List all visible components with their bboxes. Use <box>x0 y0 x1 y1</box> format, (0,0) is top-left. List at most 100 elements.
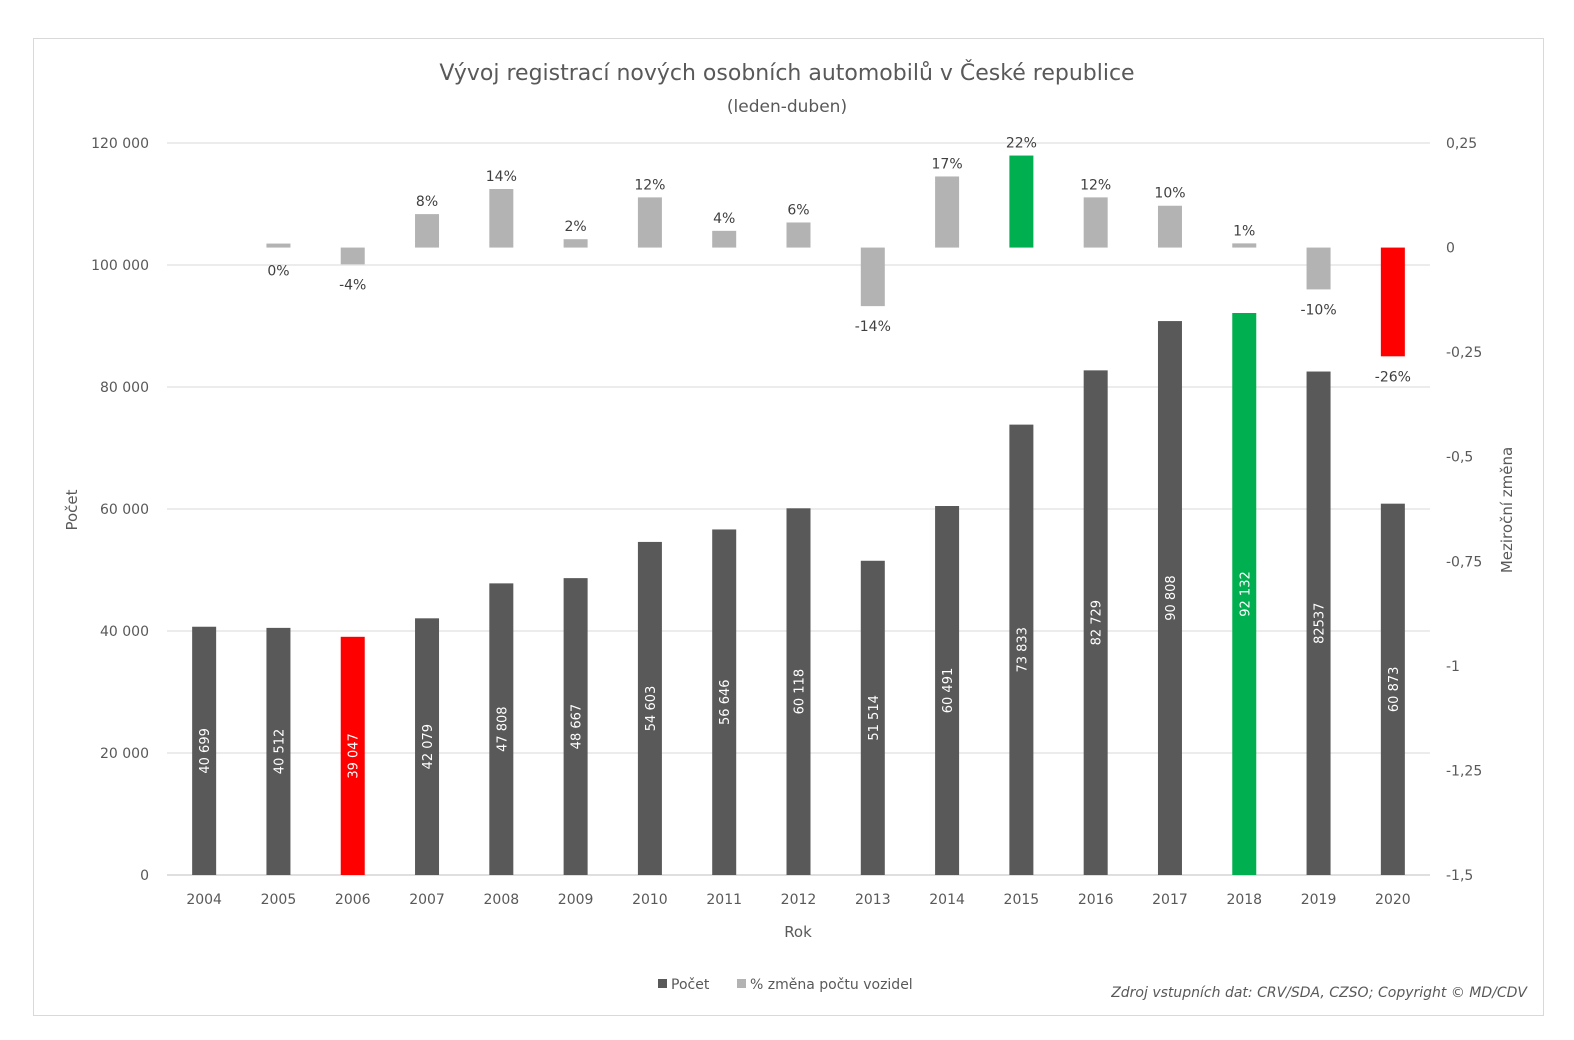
data-label-zmena: 14% <box>486 169 517 185</box>
data-label-zmena: 0% <box>267 264 289 280</box>
x-tick-label: 2017 <box>1152 892 1188 908</box>
x-tick-label: 2007 <box>409 892 445 908</box>
data-label-zmena: -14% <box>855 319 891 335</box>
data-label-pocet: 54 603 <box>644 686 659 732</box>
chart-subtitle: (leden-duben) <box>727 97 847 117</box>
bar-pocet <box>1380 503 1405 875</box>
y2-axis-label: Meziroční změna <box>1498 447 1516 573</box>
bar-zmena <box>1157 205 1182 248</box>
y-tick-label: 0 <box>140 868 149 884</box>
bar-zmena <box>1380 247 1405 357</box>
x-tick-label: 2005 <box>261 892 297 908</box>
data-label-pocet: 73 833 <box>1015 627 1030 673</box>
data-label-zmena: -10% <box>1300 302 1336 318</box>
x-tick-label: 2013 <box>855 892 891 908</box>
bar-zmena <box>1009 155 1034 248</box>
data-label-pocet: 40 699 <box>198 728 213 774</box>
data-label-pocet: 39 047 <box>347 733 362 779</box>
x-axis-label: Rok <box>784 923 812 941</box>
bar-pocet <box>786 508 811 875</box>
data-label-pocet: 47 808 <box>495 706 510 752</box>
x-tick-label: 2020 <box>1375 892 1411 908</box>
y-tick-label: 20 000 <box>100 746 149 762</box>
bar-zmena <box>563 239 588 248</box>
data-label-zmena: 10% <box>1154 186 1185 202</box>
bar-pocet <box>489 583 514 875</box>
data-label-pocet: 90 808 <box>1164 575 1179 621</box>
data-label-zmena: 4% <box>713 211 735 227</box>
source-note: Zdroj vstupních dat: CRV/SDA, CZSO; Copy… <box>1110 985 1528 1001</box>
legend-swatch-zmena <box>737 979 746 988</box>
bar-pocet <box>860 560 885 875</box>
y-tick-label: 60 000 <box>100 502 149 518</box>
data-label-pocet: 40 512 <box>272 729 287 775</box>
y2-tick-label: -0,75 <box>1446 554 1482 570</box>
y-tick-label: 120 000 <box>91 136 149 152</box>
data-label-pocet: 82537 <box>1313 603 1328 644</box>
bar-pocet <box>1306 371 1331 875</box>
bar-pocet <box>712 529 737 875</box>
x-tick-label: 2009 <box>558 892 594 908</box>
y2-tick-label: -1,25 <box>1446 763 1482 779</box>
bar-pocet <box>637 541 662 875</box>
bar-pocet <box>563 578 588 875</box>
bar-zmena <box>786 222 811 248</box>
bar-pocet <box>1083 370 1108 875</box>
data-label-zmena: -26% <box>1375 369 1411 385</box>
x-tick-label: 2014 <box>929 892 965 908</box>
bar-pocet <box>340 636 365 875</box>
y-tick-label: 40 000 <box>100 624 149 640</box>
y2-tick-label: -1,5 <box>1446 868 1473 884</box>
y2-tick-label: -0,5 <box>1446 450 1473 466</box>
data-label-pocet: 42 079 <box>421 724 436 770</box>
chart-title: Vývoj registrací nových osobních automob… <box>439 60 1134 86</box>
bar-pocet <box>1009 424 1034 875</box>
bar-zmena <box>860 247 885 307</box>
bar-pocet <box>1157 321 1182 876</box>
bar-zmena <box>1232 243 1257 248</box>
bar-zmena <box>712 230 737 248</box>
x-tick-label: 2012 <box>781 892 817 908</box>
data-label-pocet: 60 491 <box>941 668 956 714</box>
y2-tick-label: -1 <box>1446 659 1460 675</box>
data-label-zmena: 22% <box>1006 136 1037 152</box>
bar-zmena <box>1083 197 1108 248</box>
data-label-zmena: 6% <box>787 202 809 218</box>
y2-tick-label: -0,25 <box>1446 345 1482 361</box>
x-tick-label: 2004 <box>186 892 222 908</box>
x-tick-label: 2016 <box>1078 892 1114 908</box>
data-label-zmena: -4% <box>339 277 366 293</box>
data-label-pocet: 51 514 <box>867 695 882 741</box>
x-tick-label: 2015 <box>1004 892 1040 908</box>
bar-pocet <box>935 506 960 875</box>
y-tick-label: 80 000 <box>100 380 149 396</box>
bar-pocet <box>192 626 217 875</box>
y-tick-label: 100 000 <box>91 258 149 274</box>
legend: Počet % změna počtu vozidel <box>658 977 913 993</box>
bar-zmena <box>415 214 440 248</box>
bar-pocet <box>415 618 440 875</box>
legend-label-zmena: % změna počtu vozidel <box>750 977 913 993</box>
x-tick-label: 2018 <box>1226 892 1262 908</box>
data-label-pocet: 56 646 <box>718 679 733 725</box>
bar-zmena <box>637 197 662 248</box>
data-label-zmena: 17% <box>932 156 963 172</box>
y-axis-label: Počet <box>63 489 81 530</box>
data-label-zmena: 2% <box>565 219 587 235</box>
bar-zmena <box>340 247 365 265</box>
x-tick-label: 2011 <box>706 892 742 908</box>
bar-zmena <box>266 243 291 248</box>
data-label-zmena: 1% <box>1233 223 1255 239</box>
bar-pocet <box>1232 312 1257 875</box>
data-label-pocet: 60 118 <box>793 669 808 715</box>
x-tick-label: 2019 <box>1301 892 1337 908</box>
bar-pocet <box>266 627 291 875</box>
x-tick-label: 2006 <box>335 892 371 908</box>
bar-zmena <box>1306 247 1331 290</box>
y2-tick-label: 0 <box>1446 241 1455 257</box>
legend-swatch-pocet <box>658 979 667 988</box>
bar-zmena <box>935 176 960 248</box>
bar-zmena <box>489 189 514 248</box>
data-label-zmena: 8% <box>416 194 438 210</box>
